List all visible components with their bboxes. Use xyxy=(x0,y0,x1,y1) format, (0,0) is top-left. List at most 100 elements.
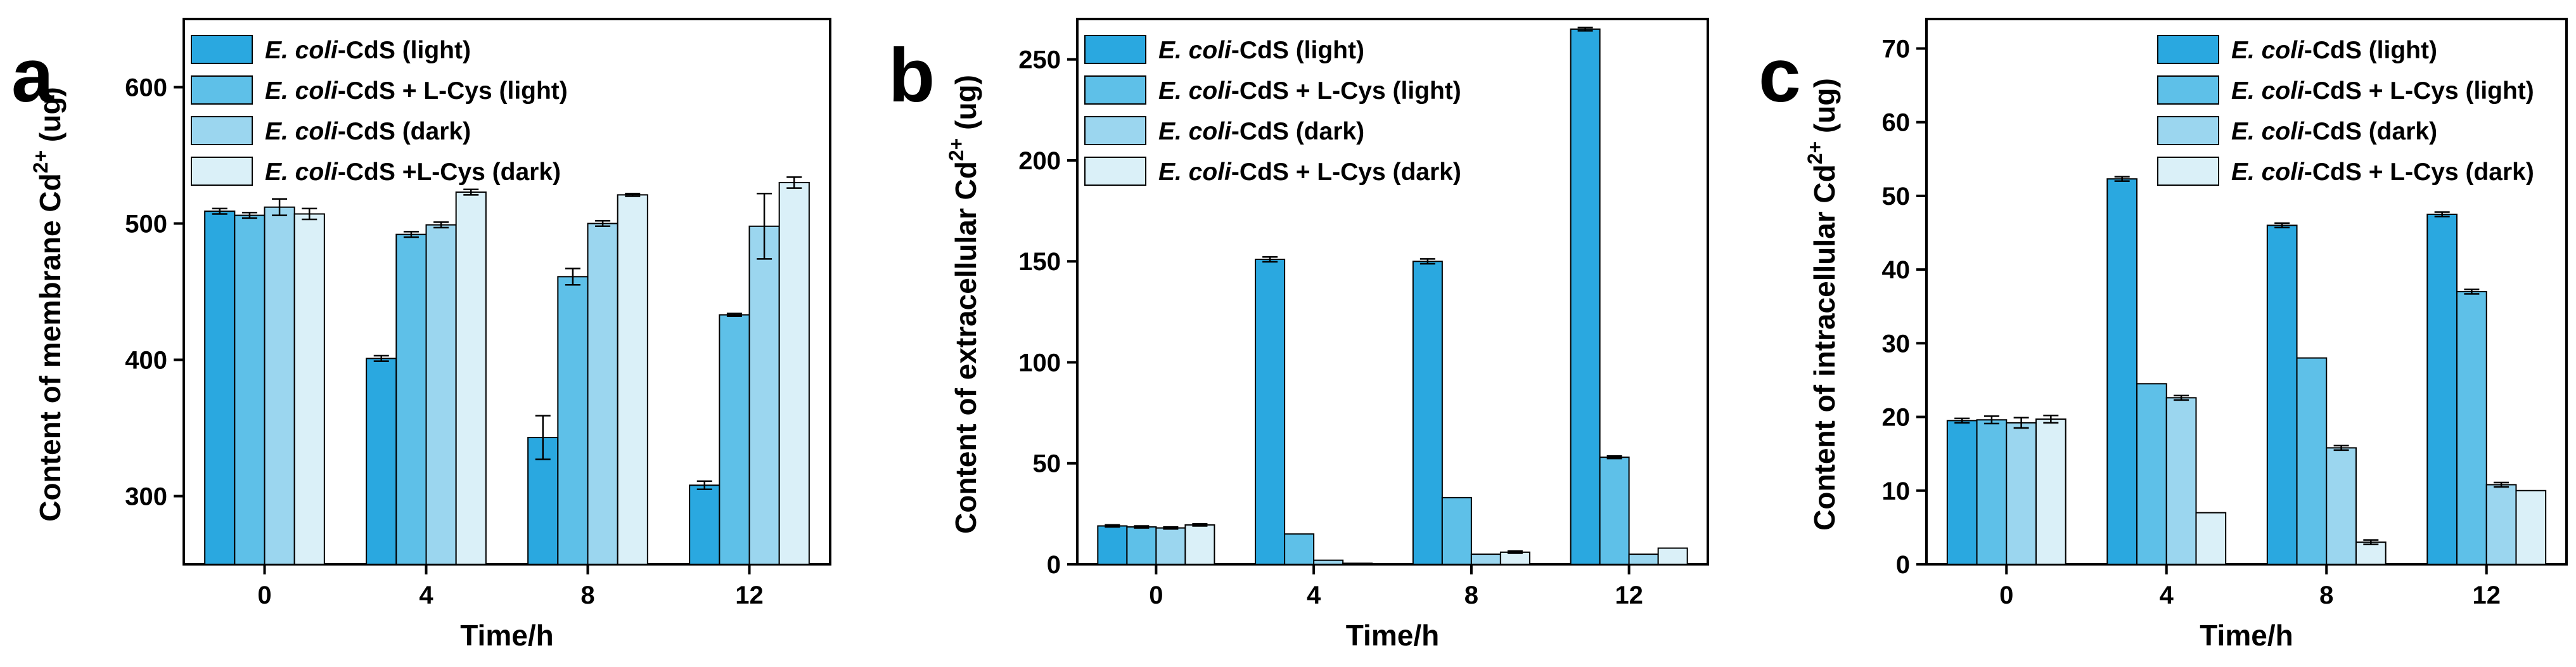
legend-label-rest: -CdS (light) xyxy=(1231,37,1364,64)
bar xyxy=(557,276,589,565)
bar xyxy=(2456,291,2487,565)
y-tick-label: 40 xyxy=(1882,256,1911,284)
x-tick-label: 0 xyxy=(257,581,271,609)
bar xyxy=(1657,547,1688,565)
y-tick-label: 150 xyxy=(1018,248,1061,276)
legend-label: E. coli-CdS (dark) xyxy=(2231,118,2437,145)
y-axis-title-unit: (ug) xyxy=(949,75,982,138)
bar xyxy=(1628,554,1659,566)
legend-label-rest: -CdS (dark) xyxy=(338,118,471,145)
plot-frame xyxy=(1076,18,1709,566)
bar xyxy=(1284,533,1315,566)
x-tick-label: 4 xyxy=(419,581,433,609)
y-tick-label: 0 xyxy=(1047,551,1061,579)
x-axis-title: Time/h xyxy=(460,619,553,652)
y-tick-label: 300 xyxy=(125,483,167,511)
bar xyxy=(2106,178,2138,565)
legend-label-rest: -CdS (dark) xyxy=(2304,118,2437,145)
bar xyxy=(2266,224,2298,565)
bar xyxy=(1441,496,1472,566)
y-axis-title: Content of extracellular Cd2+ (ug) xyxy=(945,75,982,534)
legend-label-rest: -CdS + L-Cys (light) xyxy=(1231,77,1461,105)
legend-label: E. coli-CdS +L-Cys (dark) xyxy=(265,159,561,186)
bar xyxy=(1499,551,1530,566)
legend-label-italic: E. coli xyxy=(2231,37,2305,64)
bar xyxy=(1155,527,1186,566)
y-tick-label: 50 xyxy=(1033,450,1061,478)
panel-c: 0 10 20 30 40 50 60 70 0 4 8 12 Time/h Content of int… xyxy=(1759,18,2568,652)
legend: E. coli-CdS (light)E. coli-CdS + L-Cys (… xyxy=(1084,35,1461,186)
legend-swatch xyxy=(1084,35,1146,64)
x-tick-label: 0 xyxy=(1149,581,1163,609)
y-tick-label: 500 xyxy=(125,210,167,238)
bar xyxy=(2195,512,2227,565)
x-axis-title: Time/h xyxy=(2200,619,2293,652)
legend-label-italic: E. coli xyxy=(1158,118,1232,145)
legend-label-italic: E. coli xyxy=(2231,118,2305,145)
y-tick-label: 50 xyxy=(1882,183,1911,210)
legend: E. coli-CdS (light)E. coli-CdS + L-Cys (… xyxy=(191,35,568,186)
legend-label-rest: -CdS +L-Cys (dark) xyxy=(338,159,561,186)
y-tick-label: 100 xyxy=(1018,349,1061,377)
legend-label: E. coli-CdS + L-Cys (dark) xyxy=(1158,159,1461,186)
y-axis-title: Content of intracellular Cd2+ (ug) xyxy=(1804,78,1841,531)
y-axis-title-sup: 2+ xyxy=(945,138,968,161)
bar xyxy=(2165,397,2197,566)
y-tick-label: 20 xyxy=(1882,404,1911,432)
bar xyxy=(1097,525,1128,566)
legend-swatch xyxy=(2157,157,2219,186)
panel-letter: c xyxy=(1759,33,1801,118)
legend-swatch xyxy=(1084,157,1146,186)
bar xyxy=(366,358,397,565)
panel-a: 300 400 500 600 0 4 8 12 Time/h Content of membra… xyxy=(11,18,831,652)
legend-label: E. coli-CdS + L-Cys (light) xyxy=(1158,77,1461,105)
y-axis-title-sup: 2+ xyxy=(29,150,52,173)
y-tick-label: 200 xyxy=(1018,147,1061,175)
y-tick-label: 70 xyxy=(1882,35,1911,63)
legend-swatch xyxy=(191,35,253,64)
legend-label-italic: E. coli xyxy=(2231,77,2305,105)
x-tick-label: 8 xyxy=(2319,581,2333,609)
legend-label-italic: E. coli xyxy=(265,77,338,105)
legend-label-rest: -CdS (light) xyxy=(2304,37,2437,64)
bar xyxy=(2515,489,2547,566)
legend-label-italic: E. coli xyxy=(1158,37,1232,64)
bar xyxy=(617,194,648,566)
legend-label-italic: E. coli xyxy=(1158,77,1232,105)
y-axis-title: Content of membrane Cd2+ (ug) xyxy=(29,87,67,522)
legend-label: E. coli-CdS + L-Cys (dark) xyxy=(2231,159,2534,186)
y-axis-title-main: Content of extracellular Cd xyxy=(949,161,982,534)
bar xyxy=(2006,422,2037,565)
legend-label: E. coli-CdS + L-Cys (light) xyxy=(265,77,568,105)
y-tick-label: 60 xyxy=(1882,109,1911,137)
bar xyxy=(1412,261,1443,565)
legend-label-rest: -CdS + L-Cys (dark) xyxy=(2304,159,2534,186)
bar xyxy=(2035,418,2067,566)
bar xyxy=(1126,526,1157,566)
y-tick-label: 400 xyxy=(125,347,167,375)
panel-letter: b xyxy=(888,33,935,118)
legend-swatch xyxy=(191,75,253,105)
bar xyxy=(1470,554,1501,566)
bar xyxy=(425,224,457,565)
bar xyxy=(2136,383,2167,565)
legend-label-italic: E. coli xyxy=(265,118,338,145)
legend-label-italic: E. coli xyxy=(265,37,338,64)
y-axis-title-unit: (ug) xyxy=(34,87,67,150)
legend-label-rest: -CdS + L-Cys (dark) xyxy=(1231,159,1461,186)
legend-label-rest: -CdS + L-Cys (light) xyxy=(2304,77,2534,105)
x-tick-label: 8 xyxy=(1464,581,1478,609)
y-tick-label: 600 xyxy=(125,74,167,102)
legend-label: E. coli-CdS + L-Cys (light) xyxy=(2231,77,2534,105)
bar xyxy=(2296,357,2328,565)
bar xyxy=(2485,484,2517,566)
bar xyxy=(2426,213,2458,565)
y-axis-title-main: Content of membrane Cd xyxy=(34,173,67,521)
bar xyxy=(2355,541,2387,565)
legend-label: E. coli-CdS (light) xyxy=(1158,37,1364,64)
legend-label: E. coli-CdS (light) xyxy=(2231,37,2437,64)
bar xyxy=(234,214,266,566)
legend-label-italic: E. coli xyxy=(265,159,338,186)
x-tick-label: 12 xyxy=(2473,581,2501,609)
